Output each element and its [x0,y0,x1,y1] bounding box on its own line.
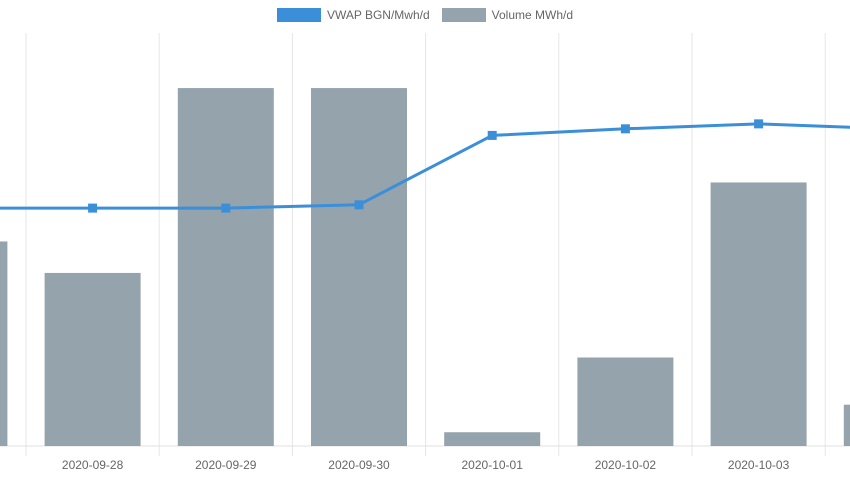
x-tick-label: 2020-10-02 [595,458,657,472]
x-tick-label: 2020-09-30 [328,458,390,472]
bar-volume-2020-10-02 [577,357,674,446]
bar-volume-2020-10-04 [843,404,850,446]
point-vwap-2020-10-02 [620,124,630,134]
legend-label-vwap: VWAP BGN/Mwh/d [326,8,430,22]
legend-swatch-volume [441,8,486,22]
point-vwap-2020-10-01 [487,130,497,140]
x-tick-label: 2020-10-01 [462,458,524,472]
point-vwap-2020-09-30 [354,200,364,210]
point-vwap-2020-09-29 [221,203,231,213]
bar-volume-2020-09-28 [44,272,141,446]
legend-item-volume[interactable]: Volume MWh/d [441,8,574,22]
point-vwap-2020-09-28 [88,203,98,213]
legend-item-vwap[interactable]: VWAP BGN/Mwh/d [276,8,430,22]
point-vwap-2020-10-03 [754,119,764,129]
bar-volume-2020-09-29 [177,88,274,447]
legend-swatch-vwap [276,8,321,22]
bar-volume-2020-09-30 [311,88,407,447]
bar-volume-2020-10-03 [710,182,807,446]
bar-volume-2020-09-27 [0,241,8,446]
x-tick-label: 2020-09-29 [195,458,257,472]
x-tick-label: 2020-09-28 [62,458,124,472]
legend: VWAP BGN/Mwh/d Volume MWh/d [0,8,850,22]
line-vwap [0,122,850,210]
x-tick-label: 2020-10-03 [728,458,790,472]
bar-volume-2020-10-01 [444,432,541,446]
legend-label-volume: Volume MWh/d [491,8,574,22]
